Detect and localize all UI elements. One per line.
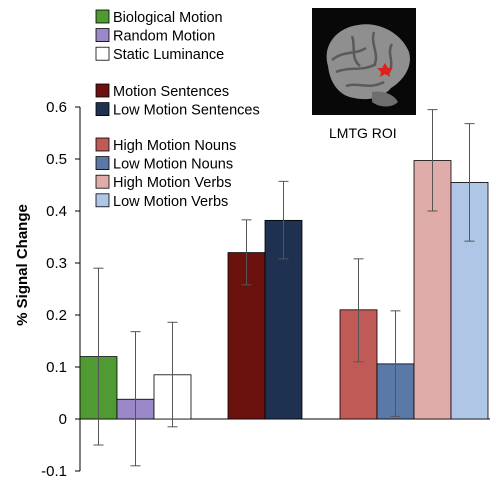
legend-label: Low Motion Verbs — [113, 194, 228, 210]
y-tick-label: 0.6 — [46, 99, 67, 116]
legend-swatch — [95, 46, 110, 61]
legend-swatch — [95, 137, 110, 152]
legend-label: Low Motion Sentences — [113, 103, 260, 119]
legend-swatch — [95, 28, 110, 43]
y-tick-label: 0.2 — [46, 307, 67, 324]
y-tick-label: -0.1 — [41, 463, 67, 480]
legend-label: Motion Sentences — [113, 84, 229, 100]
y-tick-label: 0.3 — [46, 255, 67, 272]
legend-label: Low Motion Nouns — [113, 157, 233, 173]
legend-swatch — [95, 102, 110, 116]
y-tick-label: 0.4 — [46, 203, 67, 220]
inset-label: LMTG ROI — [329, 125, 397, 141]
legend-label: Biological Motion — [113, 10, 223, 26]
brain-inset — [312, 8, 416, 115]
roi-marker-icon — [377, 63, 393, 77]
legend-label: High Motion Verbs — [113, 175, 231, 191]
legend-swatch — [95, 193, 110, 208]
legend-label: Random Motion — [113, 29, 215, 45]
y-ticks: -0.1 0 0.1 0.2 0.3 0.4 0.5 0.6 — [41, 99, 80, 480]
legend-swatch — [95, 174, 110, 189]
legend-swatch — [95, 9, 110, 24]
y-tick-label: 0 — [59, 411, 67, 428]
legend-swatch — [95, 156, 110, 171]
y-axis-label: % Signal Change — [14, 204, 31, 326]
y-tick-label: 0.1 — [46, 359, 67, 376]
legend: Biological Motion Random Motion Static Lum… — [95, 9, 260, 210]
y-tick-label: 0.5 — [46, 151, 67, 168]
legend-swatch — [95, 83, 110, 98]
legend-label: Static Luminance — [113, 47, 224, 63]
legend-label: High Motion Nouns — [113, 138, 236, 154]
error-bars — [93, 109, 475, 467]
